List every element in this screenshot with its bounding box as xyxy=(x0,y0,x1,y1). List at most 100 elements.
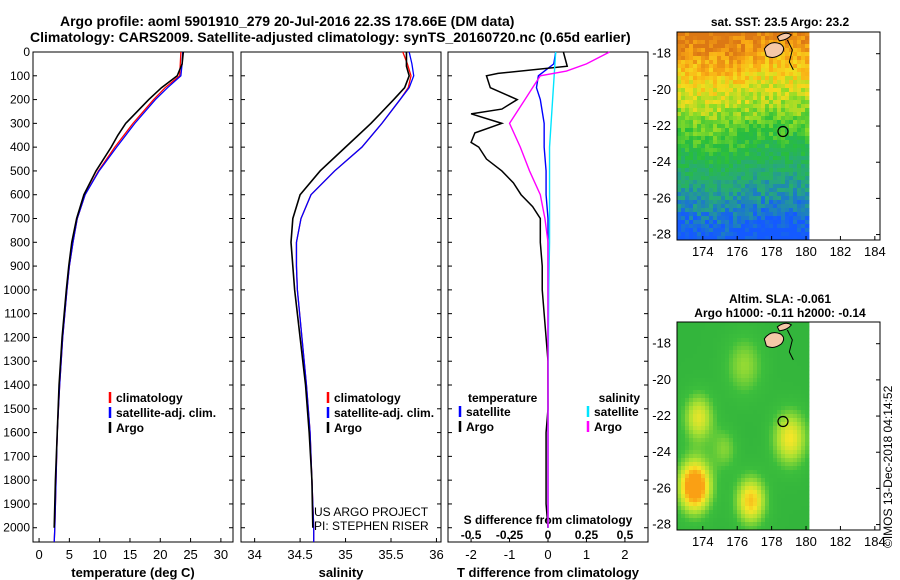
map-1-cell xyxy=(677,172,682,177)
map-1-cell xyxy=(773,148,778,153)
map-1-cell xyxy=(689,80,694,85)
map-2-cell xyxy=(797,350,802,355)
map-1-cell xyxy=(797,48,802,53)
map-1-cell xyxy=(765,72,770,77)
map-1-cell xyxy=(717,116,722,121)
map-2-cell xyxy=(737,474,742,479)
sal-series-climatology xyxy=(295,51,412,542)
map-1-cell xyxy=(785,196,790,201)
map-2-cell xyxy=(749,486,754,491)
map-2-cell xyxy=(805,370,810,375)
map-2-cell xyxy=(713,350,718,355)
map-2-cell xyxy=(757,362,762,367)
map-1-cell xyxy=(781,76,786,81)
map-1-cell xyxy=(797,128,802,133)
map-2-cell xyxy=(753,382,758,387)
map-1-cell xyxy=(745,160,750,165)
map-1-cell xyxy=(793,212,798,217)
map-1-cell xyxy=(805,128,810,133)
map-1-cell xyxy=(777,176,782,181)
map-1-cell xyxy=(709,152,714,157)
map-1-cell xyxy=(709,104,714,109)
map-2-cell xyxy=(785,398,790,403)
map-2-cell xyxy=(693,382,698,387)
map-1-cell xyxy=(689,64,694,69)
map-1-cell xyxy=(681,44,686,49)
map-1-cell xyxy=(717,108,722,113)
map-2-cell xyxy=(805,386,810,391)
map-1-cell xyxy=(805,212,810,217)
map-1-cell xyxy=(793,100,798,105)
map-2-cell xyxy=(729,362,734,367)
map-2-cell xyxy=(789,338,794,343)
map-1-cell xyxy=(773,216,778,221)
map-1-cell xyxy=(793,168,798,173)
map-1-cell xyxy=(801,172,806,177)
map-2-cell xyxy=(761,462,766,467)
map-2-cell xyxy=(773,410,778,415)
map-1-cell xyxy=(769,76,774,81)
map-2-cell xyxy=(761,514,766,519)
map-2-cell xyxy=(753,506,758,511)
map-1-cell xyxy=(761,44,766,49)
map-1-cell xyxy=(737,140,742,145)
map-1-cell xyxy=(753,104,758,109)
map-1-cell xyxy=(721,208,726,213)
map-1-cell xyxy=(709,224,714,229)
map-2-cell xyxy=(737,470,742,475)
map-2-cell xyxy=(801,350,806,355)
map-1-cell xyxy=(717,36,722,41)
map-2-cell xyxy=(793,414,798,419)
map-1-cell xyxy=(801,168,806,173)
map-2-cell xyxy=(729,382,734,387)
map-1-cell xyxy=(733,36,738,41)
map-2-cell xyxy=(709,462,714,467)
map-1-cell xyxy=(753,144,758,149)
map-2-cell xyxy=(737,446,742,451)
map-2-cell xyxy=(761,398,766,403)
map-2-cell xyxy=(753,450,758,455)
map-1-cell xyxy=(677,220,682,225)
map-2-cell xyxy=(681,466,686,471)
map-2-cell xyxy=(709,418,714,423)
map-1-cell xyxy=(725,92,730,97)
temp-xlabel: temperature (deg C) xyxy=(71,565,195,580)
map-2-cell xyxy=(761,430,766,435)
map-2-cell xyxy=(741,338,746,343)
map-2-cell xyxy=(709,442,714,447)
map-1-cell xyxy=(721,116,726,121)
map-2-cell xyxy=(805,422,810,427)
map-1-cell xyxy=(749,192,754,197)
map-2-cell xyxy=(677,510,682,515)
map-1-cell xyxy=(689,56,694,61)
map-1-cell xyxy=(705,56,710,61)
map-2-cell xyxy=(789,394,794,399)
map-1-cell xyxy=(797,192,802,197)
map-2-cell xyxy=(701,370,706,375)
map-1-cell xyxy=(801,216,806,221)
map-1-cell xyxy=(749,56,754,61)
map-1-cell xyxy=(709,212,714,217)
map-1-cell xyxy=(685,136,690,141)
map-2-cell xyxy=(685,402,690,407)
map-1-cell xyxy=(685,116,690,121)
map-1-cell xyxy=(725,148,730,153)
map-1-cell xyxy=(801,208,806,213)
map-2-cell xyxy=(693,366,698,371)
map-2-cell xyxy=(737,442,742,447)
map-2-cell xyxy=(801,414,806,419)
map-2-cell xyxy=(797,374,802,379)
map-2-cell xyxy=(725,474,730,479)
map-1-cell xyxy=(733,44,738,49)
map-1-cell xyxy=(693,136,698,141)
map-2-cell xyxy=(781,474,786,479)
map-1-cell xyxy=(721,52,726,57)
map-2-cell xyxy=(693,470,698,475)
map-1-cell xyxy=(769,168,774,173)
map-1-cell xyxy=(781,64,786,69)
map-1-cell xyxy=(697,148,702,153)
map-1-cell xyxy=(753,220,758,225)
map-1-cell xyxy=(705,92,710,97)
map-1-cell xyxy=(753,40,758,45)
